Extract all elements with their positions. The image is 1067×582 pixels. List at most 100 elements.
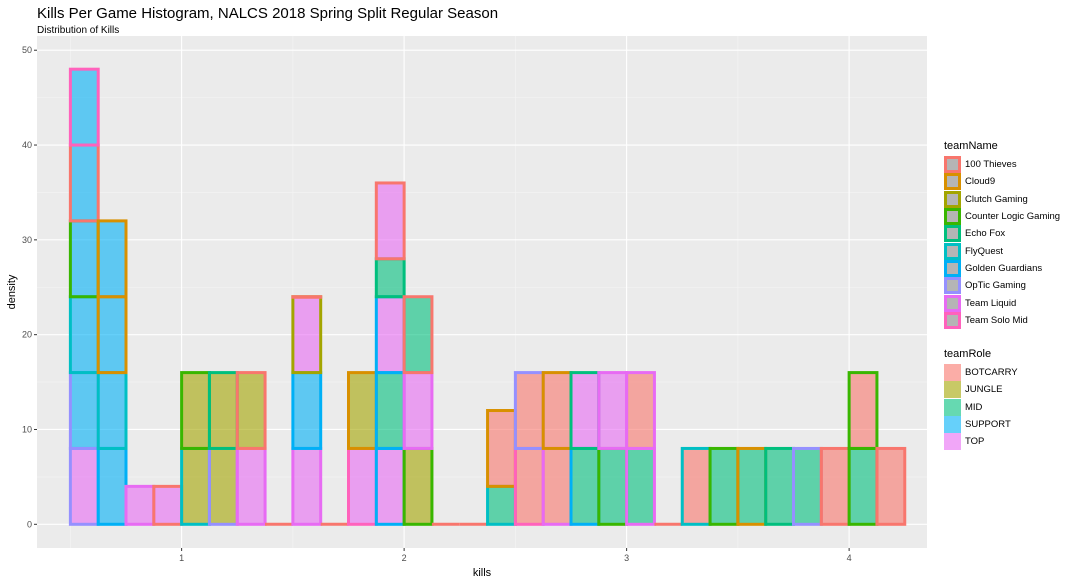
- team-name-legend-item: Echo Fox: [944, 225, 1060, 243]
- histogram-bar-segment: [764, 446, 795, 526]
- team-name-legend-label: OpTic Gaming: [965, 280, 1026, 292]
- team-name-legend-item: FlyQuest: [944, 242, 1060, 260]
- team-role-legend-swatch: [944, 381, 961, 399]
- team-name-legend-title: teamName: [944, 140, 998, 152]
- team-name-legend-swatch: [944, 173, 961, 191]
- team-role-legend-items: BOTCARRY JUNGLE MID SUPPORT TOP: [944, 364, 1018, 451]
- team-name-legend-swatch: [944, 225, 961, 243]
- histogram-bar-segment: [68, 446, 100, 526]
- histogram-bar-segment: [374, 446, 406, 526]
- histogram-bar-segment: [708, 446, 740, 526]
- team-role-legend-label: BOTCARRY: [965, 367, 1018, 379]
- team-name-legend-items: 100 Thieves Cloud9 Clutch Gaming Counter Lo…: [944, 156, 1060, 329]
- team-name-legend-item: Golden Guardians: [944, 259, 1060, 277]
- histogram-bar-segment: [235, 446, 267, 526]
- histogram-bar-segment: [68, 295, 100, 375]
- histogram-bar-segment: [736, 446, 768, 526]
- x-axis-title: kills: [473, 567, 492, 579]
- histogram-bar-segment: [124, 484, 156, 526]
- team-role-legend-label: MID: [965, 401, 983, 413]
- histogram-bar-segment: [374, 181, 406, 261]
- histogram-bar-segment: [847, 371, 879, 450]
- x-tick-label: 1: [179, 553, 184, 563]
- team-name-legend-label: Echo Fox: [965, 228, 1006, 240]
- histogram-bar-segment: [68, 67, 100, 147]
- y-axis-ticks: 0 10 20 30 40 50: [22, 45, 37, 529]
- team-role-legend-item: BOTCARRY: [944, 364, 1018, 382]
- histogram-bar-segment: [180, 371, 211, 450]
- histogram-bar-segment: [541, 446, 573, 526]
- histogram-bar-segment: [569, 446, 601, 526]
- team-role-legend-title: teamRole: [944, 348, 992, 360]
- team-name-legend-item: Team Solo Mid: [944, 311, 1060, 329]
- team-name-legend-item: Clutch Gaming: [944, 190, 1060, 208]
- histogram-bar-segment: [235, 371, 267, 450]
- histogram-bar-segment: [96, 219, 128, 299]
- histogram-bar-segment: [402, 446, 434, 526]
- team-name-legend-item: Counter Logic Gaming: [944, 208, 1061, 226]
- x-tick-label: 2: [402, 553, 407, 563]
- histogram-bar-segment: [819, 446, 851, 526]
- team-name-legend-swatch: [944, 311, 961, 329]
- histogram-bar-segment: [96, 446, 128, 526]
- team-role-legend-item: SUPPORT: [944, 416, 1018, 434]
- team-role-legend-swatch: [944, 364, 961, 382]
- histogram-bar-segment: [180, 446, 211, 526]
- chart-subtitle: Distribution of Kills: [37, 25, 120, 36]
- histogram-bar-segment: [68, 371, 100, 450]
- histogram-bar-segment: [374, 257, 406, 299]
- team-name-legend-label: Team Liquid: [965, 297, 1017, 309]
- histogram-bar-segment: [291, 446, 323, 526]
- histogram-bar-segment: [875, 446, 907, 526]
- x-axis-ticks: 1 2 3 4: [179, 548, 852, 563]
- team-role-legend-swatch: [944, 433, 961, 451]
- team-name-legend-swatch: [944, 259, 961, 277]
- team-name-legend-label: Team Solo Mid: [965, 314, 1028, 326]
- histogram-bar-segment: [96, 371, 128, 450]
- y-tick-label: 20: [22, 330, 32, 340]
- team-name-legend-swatch: [944, 294, 961, 312]
- histogram-bar-segment: [625, 446, 656, 526]
- histogram-bar-segment: [68, 219, 100, 299]
- team-name-legend-label: Golden Guardians: [965, 262, 1043, 274]
- histogram-bar-segment: [374, 295, 406, 375]
- histogram-bar-segment: [291, 295, 323, 299]
- team-role-legend-label: TOP: [965, 436, 985, 448]
- team-name-legend-label: Counter Logic Gaming: [965, 211, 1061, 223]
- y-tick-label: 30: [22, 235, 32, 245]
- histogram-bars: [68, 67, 907, 526]
- y-axis-title: density: [6, 274, 18, 309]
- team-name-legend-label: 100 Thieves: [965, 159, 1017, 171]
- team-name-legend-item: Cloud9: [944, 173, 1060, 191]
- team-role-legend-item: MID: [944, 398, 1018, 416]
- histogram-bar-segment: [68, 143, 100, 223]
- histogram-bar-segment: [207, 371, 239, 450]
- team-name-legend-item: Team Liquid: [944, 294, 1060, 312]
- histogram-bar-segment: [347, 446, 378, 526]
- team-name-legend-label: FlyQuest: [965, 245, 1004, 257]
- team-role-legend-item: JUNGLE: [944, 381, 1018, 399]
- team-name-legend-swatch: [944, 156, 961, 174]
- histogram-bar-segment: [374, 371, 406, 450]
- histogram-bar-segment: [513, 446, 545, 526]
- histogram-bar-segment: [792, 446, 823, 526]
- histogram-bar-segment: [680, 446, 712, 526]
- team-name-legend-swatch: [944, 190, 961, 208]
- team-name-legend: teamName 100 Thieves Cloud9 Clutch Gaming C…: [944, 140, 1060, 329]
- y-tick-label: 40: [22, 140, 32, 150]
- histogram-bar-segment: [486, 409, 517, 488]
- histogram-bar-segment: [569, 371, 601, 450]
- team-name-legend-swatch: [944, 242, 961, 260]
- histogram-bar-segment: [152, 484, 184, 526]
- histogram-bar-segment: [402, 371, 434, 450]
- x-tick-label: 3: [624, 553, 629, 563]
- histogram-bar-segment: [847, 446, 879, 526]
- histogram-bar-segment: [96, 295, 128, 375]
- histogram-bar-segment: [291, 371, 323, 450]
- histogram-bar-segment: [625, 371, 656, 450]
- team-role-legend-label: JUNGLE: [965, 384, 1003, 396]
- x-tick-label: 4: [847, 553, 852, 563]
- team-role-legend-swatch: [944, 416, 961, 434]
- histogram-bar-segment: [347, 371, 378, 450]
- y-tick-label: 10: [22, 424, 32, 434]
